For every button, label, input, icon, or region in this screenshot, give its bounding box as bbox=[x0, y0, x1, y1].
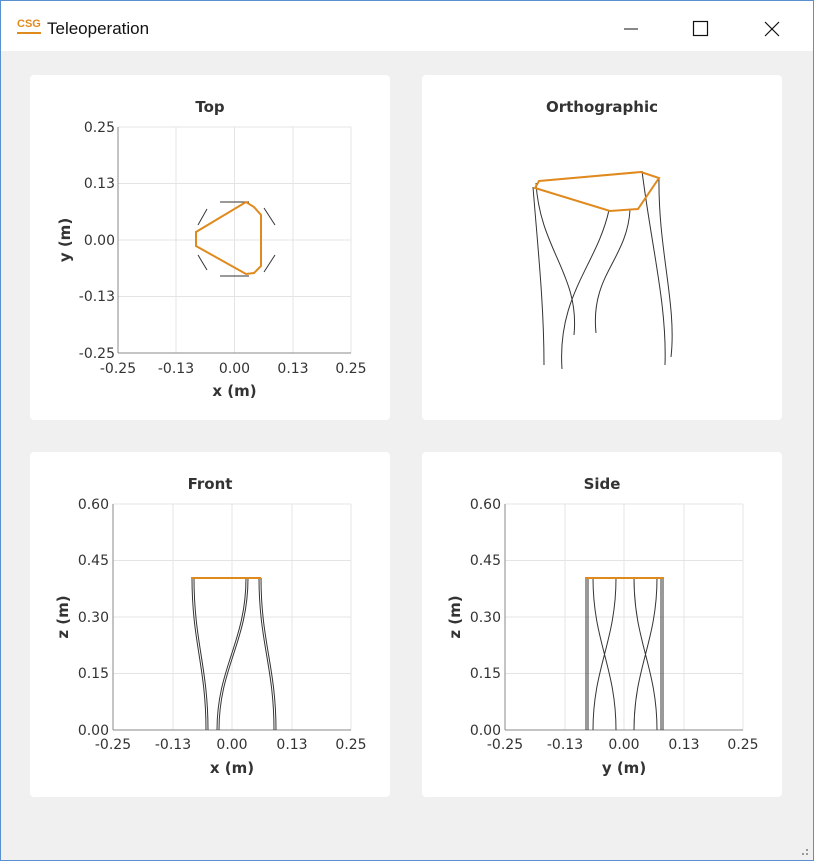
resize-grip-icon[interactable] bbox=[799, 846, 809, 856]
top-platform bbox=[195, 200, 262, 276]
minimize-icon bbox=[624, 28, 638, 30]
ortho-legs bbox=[532, 170, 673, 370]
x-tick: -0.13 bbox=[155, 737, 191, 753]
y-tick: 0.30 bbox=[78, 610, 109, 626]
top-y-ticks: 0.25 0.13 0.00 -0.13 -0.25 bbox=[79, 120, 115, 362]
window-title: Teleoperation bbox=[47, 19, 150, 38]
maximize-icon bbox=[692, 20, 709, 37]
top-x-label: x (m) bbox=[212, 382, 256, 400]
y-tick: 0.60 bbox=[470, 497, 501, 513]
top-grid bbox=[117, 126, 352, 354]
side-y-ticks: 0.60 0.45 0.30 0.15 0.00 bbox=[470, 497, 501, 739]
y-tick: -0.13 bbox=[79, 289, 115, 305]
front-y-ticks: 0.60 0.45 0.30 0.15 0.00 bbox=[78, 497, 109, 739]
front-grid bbox=[112, 503, 352, 731]
top-legs bbox=[197, 201, 276, 277]
maximize-button[interactable] bbox=[678, 11, 724, 47]
y-tick: 0.60 bbox=[78, 497, 109, 513]
top-view-plot[interactable]: 0.25 0.13 0.00 -0.13 -0.25 -0.25 -0.13 0… bbox=[30, 75, 390, 420]
y-tick: 0.00 bbox=[78, 723, 109, 739]
front-y-label: z (m) bbox=[54, 595, 72, 638]
x-tick: -0.13 bbox=[547, 737, 583, 753]
y-tick: 0.13 bbox=[84, 176, 115, 192]
y-tick: 0.15 bbox=[470, 666, 501, 682]
front-view-title: Front bbox=[187, 475, 233, 493]
orthographic-view-title: Orthographic bbox=[545, 98, 658, 116]
side-x-ticks: -0.25 -0.13 0.00 0.13 0.25 bbox=[487, 737, 759, 753]
side-view-plot[interactable]: 0.60 0.45 0.30 0.15 0.00 -0.25 -0.13 0.0… bbox=[422, 452, 782, 797]
x-tick: 0.13 bbox=[668, 737, 699, 753]
title-bar[interactable]: CSG Teleoperation bbox=[1, 1, 813, 51]
y-tick: 0.30 bbox=[470, 610, 501, 626]
x-tick: 0.00 bbox=[219, 361, 250, 377]
x-tick: -0.25 bbox=[487, 737, 523, 753]
orthographic-view-panel[interactable]: Orthographic bbox=[422, 75, 782, 420]
front-view-panel[interactable]: Front 0.60 0.45 0.30 0.15 0.00 -0.25 bbox=[30, 452, 390, 797]
top-view-title: Top bbox=[195, 98, 225, 116]
y-tick: 0.15 bbox=[78, 666, 109, 682]
y-tick: 0.45 bbox=[78, 553, 109, 569]
x-tick: 0.25 bbox=[727, 737, 758, 753]
side-grid bbox=[504, 503, 744, 731]
x-tick: 0.13 bbox=[276, 737, 307, 753]
close-button[interactable] bbox=[749, 11, 795, 47]
logo-underline bbox=[17, 32, 41, 34]
side-view-title: Side bbox=[583, 475, 621, 493]
y-tick: 0.45 bbox=[470, 553, 501, 569]
x-tick: -0.25 bbox=[95, 737, 131, 753]
x-tick: 0.25 bbox=[335, 737, 366, 753]
orthographic-view-plot[interactable] bbox=[422, 75, 782, 420]
top-view-panel[interactable]: Top 0.25 0.13 0.00 -0.13 -0.25 -0.25 bbox=[30, 75, 390, 420]
y-tick: 0.25 bbox=[84, 120, 115, 136]
app-logo: CSG bbox=[17, 19, 43, 39]
x-tick: 0.13 bbox=[277, 361, 308, 377]
front-view-plot[interactable]: 0.60 0.45 0.30 0.15 0.00 -0.25 -0.13 0.0… bbox=[30, 452, 390, 797]
front-x-ticks: -0.25 -0.13 0.00 0.13 0.25 bbox=[95, 737, 367, 753]
x-tick: 0.25 bbox=[335, 361, 366, 377]
front-x-label: x (m) bbox=[210, 759, 254, 777]
side-legs bbox=[585, 577, 664, 731]
side-x-label: y (m) bbox=[602, 759, 646, 777]
top-x-ticks: -0.25 -0.13 0.00 0.13 0.25 bbox=[100, 361, 367, 377]
x-tick: 0.00 bbox=[216, 737, 247, 753]
y-tick: 0.00 bbox=[84, 233, 115, 249]
x-tick: 0.00 bbox=[608, 737, 639, 753]
ortho-platform bbox=[533, 170, 661, 213]
x-tick: -0.25 bbox=[100, 361, 136, 377]
minimize-button[interactable] bbox=[608, 11, 654, 47]
x-tick: -0.13 bbox=[158, 361, 194, 377]
front-legs bbox=[191, 577, 277, 731]
y-tick: -0.25 bbox=[79, 346, 115, 362]
side-view-panel[interactable]: Side 0.60 0.45 0.30 0.15 0.00 -0.25 bbox=[422, 452, 782, 797]
y-tick: 0.00 bbox=[470, 723, 501, 739]
logo-text: CSG bbox=[17, 18, 41, 30]
close-icon bbox=[764, 21, 780, 37]
side-y-label: z (m) bbox=[446, 595, 464, 638]
top-y-label: y (m) bbox=[56, 218, 74, 262]
